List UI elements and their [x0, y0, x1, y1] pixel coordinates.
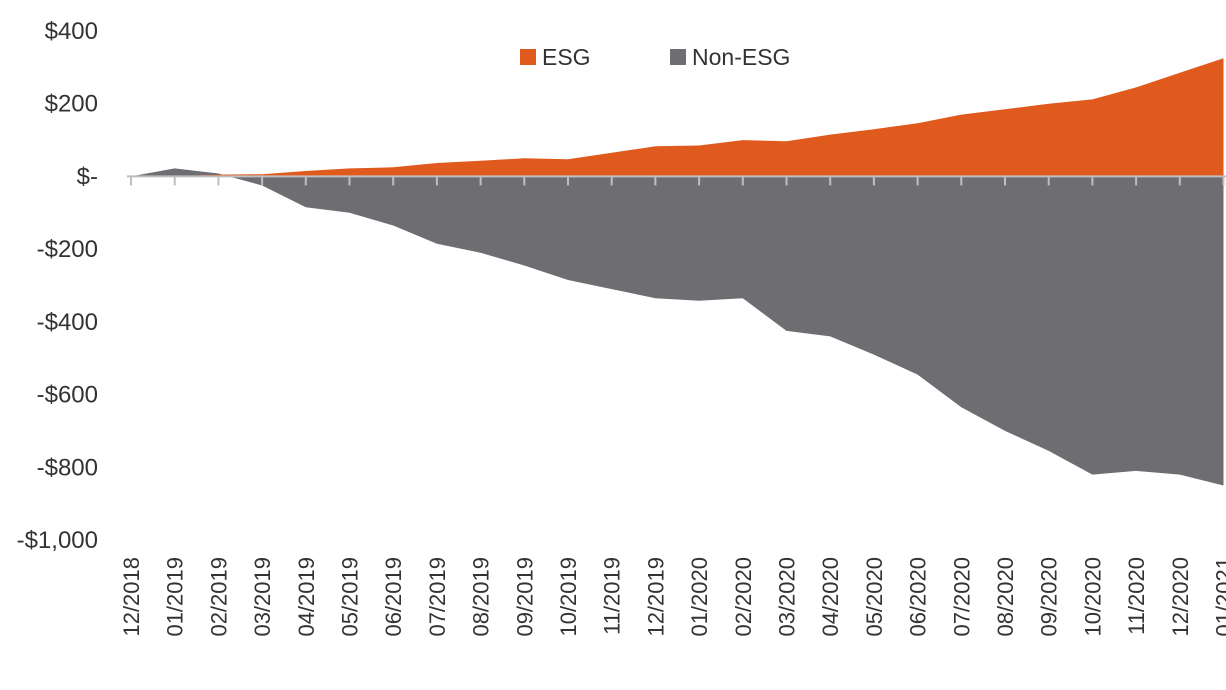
x-tick-label: 11/2020 [1124, 557, 1149, 635]
x-tick-label: 12/2020 [1168, 557, 1193, 637]
y-tick-label: -$200 [37, 236, 98, 263]
x-tick-label: 01/2019 [163, 557, 188, 637]
x-tick-label: 12/2019 [643, 557, 668, 637]
x-tick-label: 10/2020 [1080, 557, 1105, 637]
x-tick-label: 02/2019 [206, 557, 231, 637]
x-tick-label: 07/2020 [949, 557, 974, 637]
legend-swatch-non-esg [670, 49, 686, 65]
area-series-esg [131, 58, 1224, 177]
y-axis-tick-labels: $400 $200 $- -$200 -$400 -$600 -$800 -$1,000 [17, 18, 98, 554]
y-tick-label: $200 [45, 91, 98, 118]
x-tick-label: 06/2019 [381, 557, 406, 637]
x-tick-label: 07/2019 [425, 557, 450, 637]
x-axis-tick-labels: 12/2018 01/2019 02/2019 03/2019 04/2019 05/20… [119, 557, 1226, 637]
x-tick-label: 01/2020 [687, 557, 712, 637]
x-tick-label: 08/2019 [469, 557, 494, 637]
x-tick-label: 04/2019 [294, 557, 319, 637]
x-tick-label: 09/2020 [1037, 557, 1062, 637]
legend-label-non-esg: Non-ESG [692, 44, 790, 70]
y-tick-label: -$1,000 [17, 527, 98, 554]
y-tick-label: -$600 [37, 382, 98, 409]
x-tick-label: 12/2018 [119, 557, 144, 637]
x-axis-tick-marks [130, 176, 1225, 186]
y-tick-label: $- [77, 163, 98, 190]
x-tick-label: 04/2020 [818, 557, 843, 637]
x-tick-label: 02/2020 [731, 557, 756, 637]
x-tick-label: 10/2019 [556, 557, 581, 637]
y-tick-label: $400 [45, 18, 98, 45]
y-tick-label: -$800 [37, 454, 98, 481]
x-tick-label: 08/2020 [993, 557, 1018, 637]
legend-swatch-esg [520, 49, 536, 65]
area-series-non-esg [131, 168, 1224, 486]
legend-label-esg: ESG [542, 44, 591, 70]
x-tick-label: 11/2019 [600, 557, 625, 635]
x-tick-label: 05/2019 [338, 557, 363, 637]
x-tick-label: 09/2019 [512, 557, 537, 637]
x-tick-label: 03/2019 [250, 557, 275, 637]
legend: ESG Non-ESG [520, 44, 790, 70]
x-tick-label: 03/2020 [775, 557, 800, 637]
y-tick-label: -$400 [37, 309, 98, 336]
plot-areas [131, 58, 1224, 486]
x-tick-label: 05/2020 [862, 557, 887, 637]
x-tick-label: 01/2021 [1212, 557, 1226, 637]
x-tick-label: 06/2020 [906, 557, 931, 637]
